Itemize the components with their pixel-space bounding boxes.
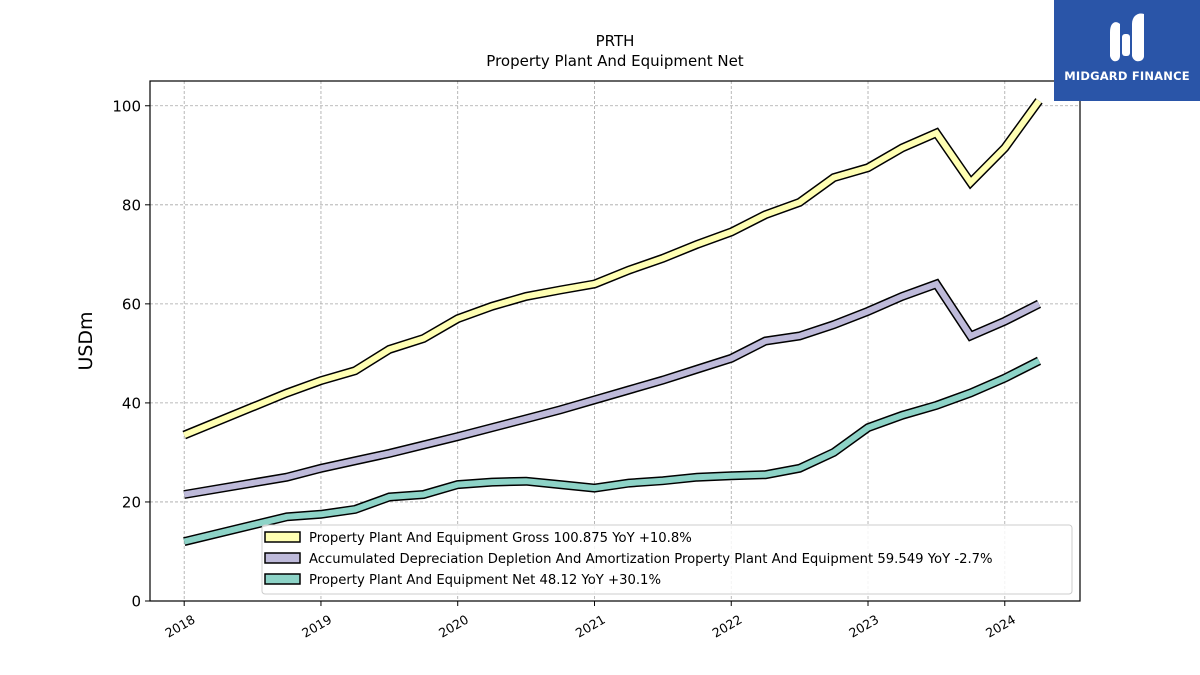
x-tick-label: 2021 bbox=[573, 612, 608, 641]
legend-box bbox=[261, 524, 1073, 595]
y-tick-label: 20 bbox=[122, 493, 141, 511]
x-tick-label: 2018 bbox=[162, 612, 197, 641]
x-tick-label: 2023 bbox=[846, 612, 881, 641]
series-line bbox=[183, 280, 1041, 498]
legend-swatch bbox=[264, 552, 301, 564]
x-tick-label: 2019 bbox=[299, 612, 334, 641]
grid bbox=[150, 81, 1080, 602]
y-axis-label: USDm bbox=[75, 311, 97, 370]
legend-label: Property Plant And Equipment Net 48.12 Y… bbox=[309, 573, 661, 588]
plot-frame bbox=[149, 80, 1081, 602]
axes: 0 20 40 60 80 100 2018 2019 2020 2021 2022 2023 2024 bbox=[112, 97, 1018, 640]
y-tick-label: 100 bbox=[112, 97, 141, 115]
chart-subtitle: Property Plant And Equipment Net bbox=[486, 52, 744, 70]
x-tick-label: 2022 bbox=[709, 612, 744, 641]
series-line bbox=[183, 99, 1042, 438]
x-tick-label: 2020 bbox=[436, 612, 471, 641]
series-line bbox=[183, 358, 1041, 545]
legend-swatch bbox=[264, 573, 301, 585]
midgard-finance-logo: MIDGARD FINANCE bbox=[1054, 0, 1200, 101]
legend-swatch bbox=[264, 531, 301, 543]
y-tick-label: 60 bbox=[122, 295, 141, 313]
series-1 bbox=[183, 278, 1042, 499]
logo-text: MIDGARD FINANCE bbox=[1064, 69, 1190, 83]
legend-label: Accumulated Depreciation Depletion And A… bbox=[309, 552, 993, 567]
legend: Property Plant And Equipment Gross 100.8… bbox=[261, 524, 1073, 595]
y-tick-label: 40 bbox=[122, 394, 141, 412]
x-tick-label: 2024 bbox=[983, 612, 1018, 641]
series-2 bbox=[183, 356, 1042, 546]
series-layer bbox=[182, 98, 1043, 546]
series-0 bbox=[182, 98, 1043, 440]
legend-label: Property Plant And Equipment Gross 100.8… bbox=[309, 531, 692, 546]
series-line-outline bbox=[183, 278, 1042, 499]
chart-title: PRTH bbox=[595, 32, 635, 50]
y-tick-label: 80 bbox=[122, 196, 141, 214]
y-tick-label: 0 bbox=[131, 593, 141, 611]
logo-mark-icon bbox=[1110, 13, 1144, 62]
